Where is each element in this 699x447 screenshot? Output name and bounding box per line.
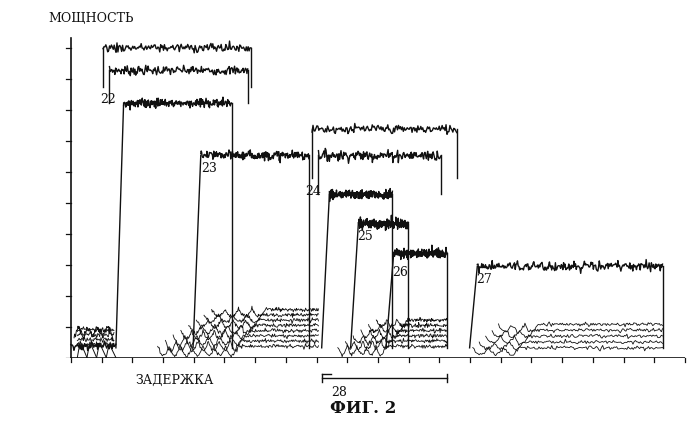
Text: 27: 27 bbox=[476, 273, 492, 286]
Text: 26: 26 bbox=[392, 266, 408, 279]
Text: ЗАДЕРЖКА: ЗАДЕРЖКА bbox=[135, 374, 214, 387]
Text: 22: 22 bbox=[100, 93, 115, 106]
Text: 25: 25 bbox=[357, 230, 373, 243]
Text: 24: 24 bbox=[305, 185, 322, 198]
Text: 28: 28 bbox=[331, 386, 347, 399]
Text: МОЩНОСТЬ: МОЩНОСТЬ bbox=[48, 12, 134, 25]
Text: 23: 23 bbox=[201, 162, 217, 175]
Text: ФИГ. 2: ФИГ. 2 bbox=[331, 400, 396, 417]
